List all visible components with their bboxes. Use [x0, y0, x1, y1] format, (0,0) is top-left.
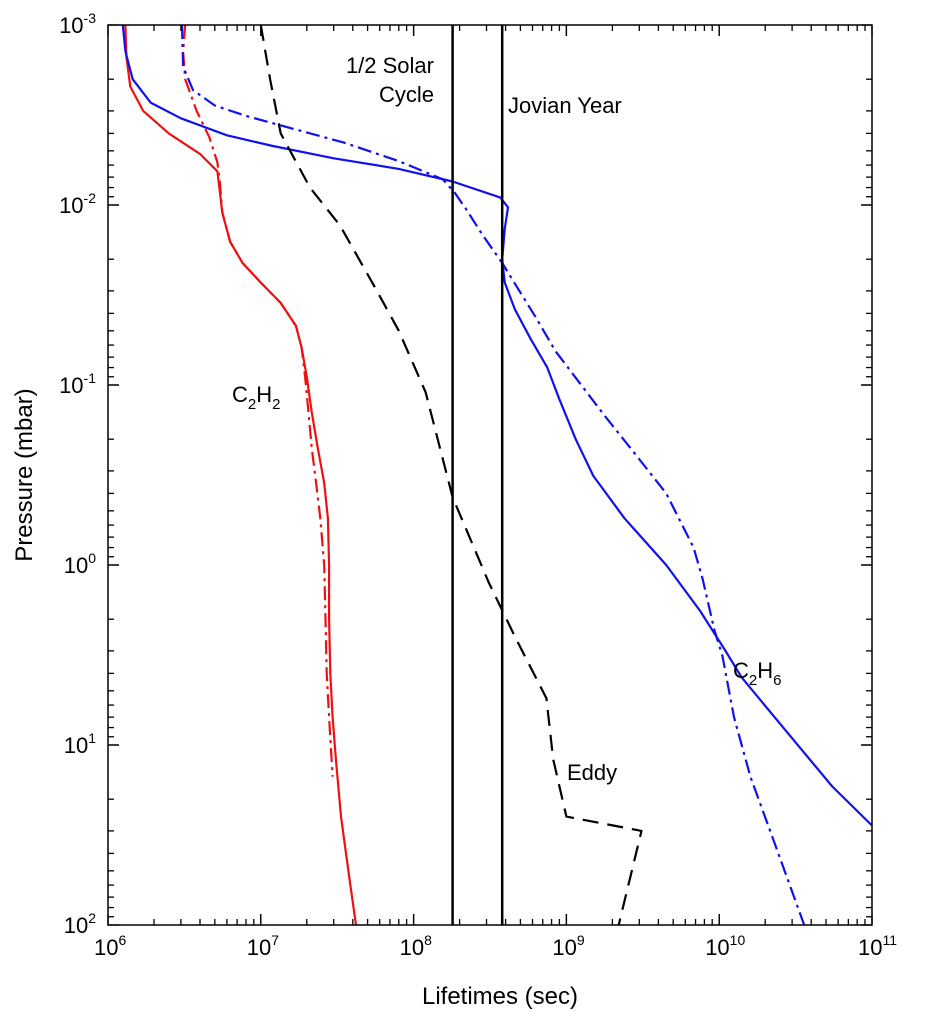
series-eddy — [259, 24, 643, 926]
x-tick-label: 1010 — [705, 932, 745, 960]
x-tick-label: 1011 — [858, 932, 897, 960]
c2h2-h: H — [256, 382, 272, 407]
plot-frame — [107, 24, 873, 926]
x-tick-label: 107 — [247, 932, 279, 960]
series-c2h2-dash-dot — [182, 24, 334, 777]
y-tick-labels: 10-3 10-2 10-1 100 101 102 — [59, 10, 96, 938]
c2h2-sub1: 2 — [248, 396, 256, 413]
y-tick-label: 100 — [64, 550, 96, 578]
x-tick-label: 106 — [94, 932, 126, 960]
annotation-c2h2: C2H2 — [232, 382, 280, 413]
y-tick-label: 102 — [64, 910, 96, 938]
c2h6-h: H — [757, 658, 773, 683]
c2h6-sub1: 2 — [749, 672, 757, 689]
series-layer — [121, 24, 873, 926]
x-tick-label: 109 — [552, 932, 584, 960]
x-tick-labels: 106 107 108 109 1010 1011 — [94, 932, 897, 960]
c2h2-sub2: 2 — [272, 396, 280, 413]
c2h6-sub2: 6 — [773, 672, 781, 689]
y-tick-label: 10-1 — [59, 370, 96, 398]
series-c2h2-solid — [124, 24, 358, 926]
annotation-eddy: Eddy — [567, 760, 617, 785]
y-axis-title: Pressure (mbar) — [11, 388, 38, 561]
y-tick-label: 101 — [64, 730, 96, 758]
ticks-layer — [107, 24, 873, 926]
annotation-jovian-year: Jovian Year — [508, 93, 622, 118]
annotation-solar-cycle-line1: 1/2 Solar — [346, 53, 434, 78]
series-c2h6-dash-dot — [180, 24, 806, 926]
x-tick-label: 108 — [400, 932, 432, 960]
series-c2h6-solid — [121, 24, 873, 827]
c2h2-c: C — [232, 382, 248, 407]
annotation-c2h6: C2H6 — [733, 658, 781, 689]
y-tick-label: 10-3 — [59, 10, 96, 38]
y-tick-label: 10-2 — [59, 190, 96, 218]
x-axis-title: Lifetimes (sec) — [422, 983, 578, 1010]
c2h6-c: C — [733, 658, 749, 683]
annotation-solar-cycle-line2: Cycle — [379, 82, 434, 107]
